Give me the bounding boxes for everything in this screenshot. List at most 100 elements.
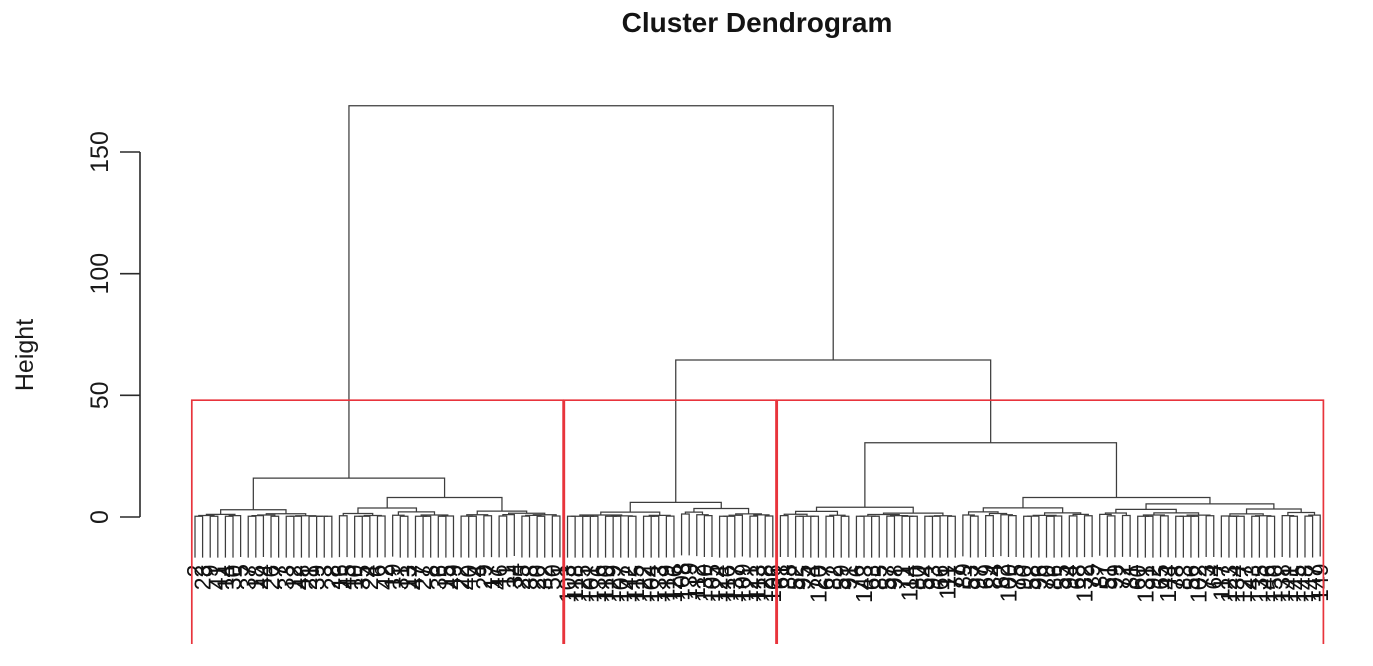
dendrogram-link [967,511,999,515]
dendrogram-link [718,515,728,558]
dendrogram-link [220,509,287,515]
dendrogram-link [1104,512,1127,516]
dendrogram-link [764,515,774,558]
leaf-label: 47 [402,565,428,591]
leaf-label: 4 [463,564,489,577]
leaf-label: 134 [1224,564,1250,603]
dendrogram-link [642,515,655,558]
leaf-label: 62 [988,563,1014,589]
dendrogram-link [348,105,834,479]
leaf-label: 79 [1079,564,1105,590]
leaf-label: 21 [296,565,322,591]
dendrogram-link [604,515,617,558]
leaf-label: 139 [676,562,702,600]
leaf-label: 85 [866,565,892,591]
dendrogram-link [338,515,348,558]
dendrogram-link [502,513,515,556]
leaf-label: 81 [1117,564,1143,590]
dendrogram-link [1022,496,1211,508]
leaf-label: 132 [1072,564,1098,602]
dendrogram-link [392,514,405,557]
leaf-label: 97 [965,565,991,591]
leaf-label: 12 [281,565,307,591]
dendrogram-link [612,515,622,558]
dendrogram-link [1220,515,1240,558]
dendrogram-link [521,515,531,558]
cluster-rectangle [776,399,1325,644]
leaf-label: 99 [1102,564,1128,590]
leaf-label: 143 [851,565,877,603]
leaf-label: 146 [1254,565,1280,603]
dendrogram-links [194,105,1321,558]
dendrogram-link [316,515,329,558]
cluster-rectangle [563,399,777,644]
leaf-label: 57 [874,564,900,590]
dendrogram-link [358,515,371,558]
leaf-label: 111 [935,565,961,600]
dendrogram-link [1115,508,1177,513]
leaf-label: 6 [364,564,390,577]
leaf-label: 93 [919,565,945,591]
dendrogram-link [1229,513,1264,516]
dendrogram-link [1153,512,1200,516]
leaf-label: 106 [760,564,786,602]
dendrogram-link [722,515,736,558]
dendrogram-link [684,511,704,515]
dendrogram-link [1190,515,1200,558]
leaf-label: 15 [433,565,459,591]
dendrogram-link [1072,513,1089,516]
leaf-label: 28 [319,565,345,591]
dendrogram-link [1083,515,1093,558]
leaf-label: 58 [1018,565,1044,591]
dendrogram-link [1026,515,1040,558]
leaf-label: 44 [250,564,276,590]
leaf-label: 120 [805,565,831,603]
dendrogram-link [696,514,709,557]
dendrogram-link [589,515,599,558]
dendrogram-link [882,512,944,516]
dendrogram-link [498,515,508,558]
dendrogram-link [627,515,637,558]
leaf-label: 10 [342,565,368,591]
leaf-label: 45 [334,564,360,590]
dendrogram-link [794,515,804,558]
dendrogram-link [1175,515,1184,558]
leaf-label: 71 [889,565,915,591]
leaf-label: 133 [646,565,672,603]
leaf-label: 121 [737,564,763,602]
leaf-label: 113 [745,564,771,601]
dendrogram-link [1121,514,1131,557]
dendrogram-link [1251,515,1261,558]
leaf-label: 7 [266,565,292,578]
leaf-label: 36 [425,565,451,591]
leaf-label: 38 [517,565,543,591]
leaf-label: 41 [205,565,231,591]
leaf-label: 150 [1262,565,1288,603]
dendrogram-link [1145,503,1275,510]
y-tick-label: 150 [86,131,114,173]
leaf-label: 70 [1034,565,1060,591]
leaf-label: 98 [881,564,907,590]
leaf-label: 83 [1170,565,1196,591]
dendrogram-link [1000,514,1013,557]
leaf-label: 20 [524,565,550,591]
dendrogram-link [1099,513,1112,556]
dendrogram-link [928,515,941,558]
dendrogram-link [901,515,914,558]
dendrogram-link [886,515,896,558]
dendrogram-link [825,515,835,558]
dendrogram-link [947,515,956,558]
dendrogram-link [308,515,323,558]
dendrogram-link [422,515,432,558]
dendrogram-link [228,515,242,558]
leaf-label: 84 [980,564,1006,590]
dendrogram-link [1023,515,1032,558]
dendrogram-link [969,515,979,558]
leaf-label: 64 [1201,564,1227,590]
leaf-label: 76 [843,565,869,591]
leaf-label: 135 [1246,565,1272,603]
dendrogram-link [675,359,992,503]
leaf-label: 138 [1269,564,1295,602]
